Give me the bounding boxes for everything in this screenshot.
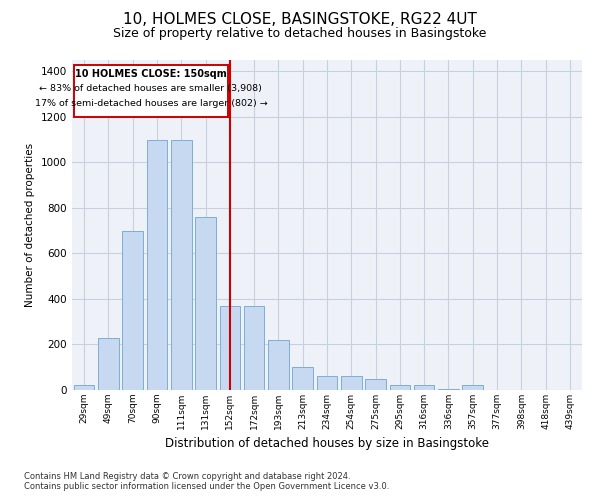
Bar — [146, 140, 167, 390]
Bar — [414, 386, 434, 390]
Bar — [220, 306, 240, 390]
FancyBboxPatch shape — [74, 64, 228, 117]
Text: ← 83% of detached houses are smaller (3,908): ← 83% of detached houses are smaller (3,… — [40, 84, 262, 92]
Bar — [463, 386, 483, 390]
Bar — [195, 217, 216, 390]
Text: 17% of semi-detached houses are larger (802) →: 17% of semi-detached houses are larger (… — [35, 100, 268, 108]
Text: 10, HOLMES CLOSE, BASINGSTOKE, RG22 4UT: 10, HOLMES CLOSE, BASINGSTOKE, RG22 4UT — [123, 12, 477, 28]
Text: Contains HM Land Registry data © Crown copyright and database right 2024.: Contains HM Land Registry data © Crown c… — [24, 472, 350, 481]
Bar — [122, 230, 143, 390]
Bar — [98, 338, 119, 390]
Bar — [244, 306, 265, 390]
Bar — [268, 340, 289, 390]
Y-axis label: Number of detached properties: Number of detached properties — [25, 143, 35, 307]
Bar — [438, 389, 459, 390]
Bar — [317, 376, 337, 390]
Bar — [341, 376, 362, 390]
Text: Size of property relative to detached houses in Basingstoke: Size of property relative to detached ho… — [113, 28, 487, 40]
Bar — [171, 140, 191, 390]
Bar — [74, 386, 94, 390]
X-axis label: Distribution of detached houses by size in Basingstoke: Distribution of detached houses by size … — [165, 438, 489, 450]
Text: 10 HOLMES CLOSE: 150sqm: 10 HOLMES CLOSE: 150sqm — [75, 69, 227, 79]
Text: Contains public sector information licensed under the Open Government Licence v3: Contains public sector information licen… — [24, 482, 389, 491]
Bar — [292, 367, 313, 390]
Bar — [389, 386, 410, 390]
Bar — [365, 378, 386, 390]
